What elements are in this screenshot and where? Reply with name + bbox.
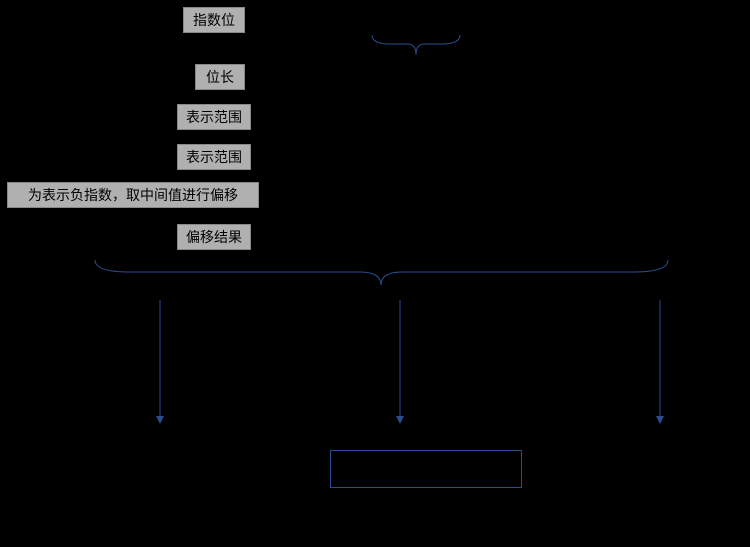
wide-brace (95, 260, 668, 285)
label-range-1: 表示范围 (177, 104, 251, 130)
label-range-2: 表示范围 (177, 144, 251, 170)
diagram-stage: 指数位 位长 表示范围 表示范围 为表示负指数，取中间值进行偏移 偏移结果 (0, 0, 750, 547)
label-exponent-bits: 指数位 (183, 7, 245, 33)
label-bias-note: 为表示负指数，取中间值进行偏移 (7, 182, 259, 208)
arrows-group (160, 300, 660, 420)
label-bit-length: 位长 (195, 64, 245, 90)
top-brace (372, 35, 460, 55)
result-box (330, 450, 522, 488)
label-bias-result: 偏移结果 (177, 224, 251, 250)
